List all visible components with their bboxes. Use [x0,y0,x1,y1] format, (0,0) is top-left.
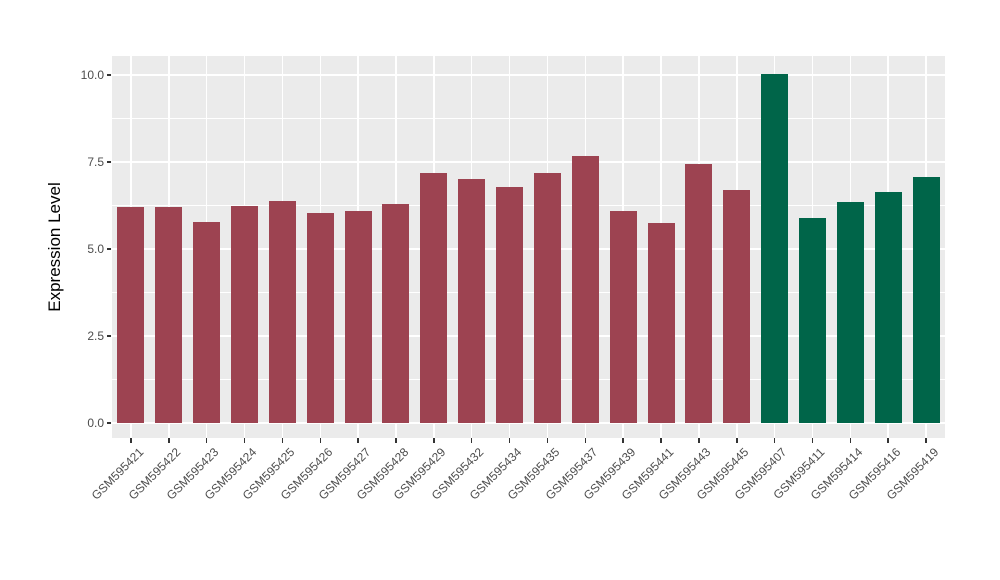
gridline-minor-y [112,292,945,293]
x-tick-mark [773,438,776,443]
y-tick-label: 10.0 [80,68,104,82]
x-tick-mark [849,438,852,443]
y-tick-label: 2.5 [87,329,104,343]
bar-GSM595422 [155,207,183,423]
bar-GSM595426 [306,212,334,423]
bar-GSM595419 [912,176,940,423]
x-tick-mark [887,438,889,443]
x-tick-mark [698,438,700,443]
x-tick-mark [319,438,321,443]
y-tick-mark [107,422,111,424]
bar-GSM595434 [496,187,524,423]
x-tick-mark [168,438,170,443]
x-tick-mark [546,438,549,443]
x-tick-mark [205,438,208,443]
x-tick-mark [584,438,587,443]
gridline-minor-y [112,205,945,206]
gridline-minor-y [112,379,945,380]
bar-GSM595421 [117,207,145,423]
y-tick-mark [107,74,111,76]
x-tick-mark [508,438,511,443]
bar-GSM595407 [761,73,789,423]
y-tick-mark [107,335,111,337]
bar-GSM595429 [420,173,448,423]
bar-GSM595428 [382,204,410,423]
y-tick-label: 5.0 [87,242,104,256]
gridline-major-y [112,161,945,163]
bar-GSM595427 [344,211,372,423]
x-tick-mark [622,438,624,443]
x-tick-mark [925,438,927,443]
gridline-major-y [112,74,945,76]
bar-GSM595416 [874,191,902,423]
bar-GSM595445 [723,189,751,423]
bar-GSM595411 [798,217,826,423]
x-tick-mark [736,438,738,443]
bar-GSM595441 [647,222,675,423]
bar-GSM595425 [268,200,296,423]
x-tick-mark [811,438,814,443]
bar-GSM595424 [231,205,259,423]
y-tick-label: 7.5 [87,155,104,169]
bar-GSM595423 [193,221,221,423]
x-tick-mark [433,438,435,443]
bar-GSM595435 [533,173,561,423]
plot-panel [112,56,945,438]
gridline-major-y [112,335,945,337]
bar-GSM595437 [571,156,599,423]
gridline-minor-y [112,118,945,119]
bar-GSM595432 [458,179,486,423]
y-tick-label: 0.0 [87,416,104,430]
x-tick-mark [395,438,397,443]
bar-GSM595439 [609,211,637,423]
gridline-major-y [112,422,945,424]
bar-GSM595443 [685,164,713,423]
x-tick-mark [470,438,473,443]
x-tick-mark [243,438,246,443]
x-tick-mark [357,438,359,443]
x-tick-mark [281,438,284,443]
bar-GSM595414 [836,201,864,423]
x-tick-mark [660,438,662,443]
gridline-major-y [112,248,945,250]
y-tick-mark [107,161,111,163]
y-tick-mark [107,248,111,250]
x-tick-mark [130,438,132,443]
